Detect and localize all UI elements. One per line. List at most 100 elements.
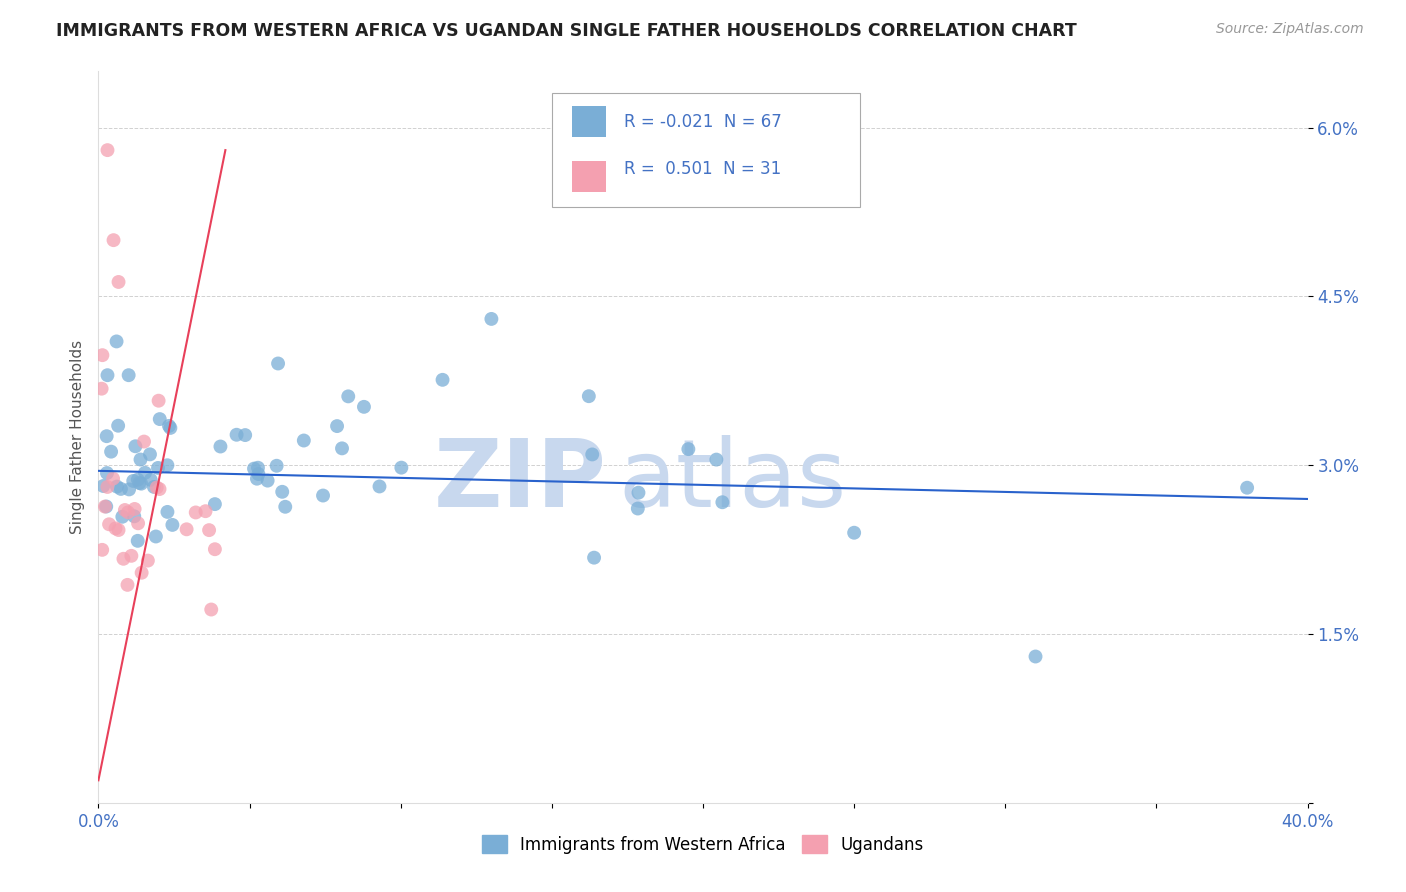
- Point: [139, 447, 162, 461]
- Legend: Immigrants from Western Africa, Ugandans: Immigrants from Western Africa, Ugandans: [475, 829, 931, 860]
- Point: [481, 312, 503, 326]
- Point: [132, 434, 155, 449]
- Point: [98, 517, 121, 532]
- Point: [243, 461, 266, 475]
- Point: [176, 522, 198, 536]
- Point: [107, 523, 129, 537]
- Point: [156, 505, 179, 519]
- Point: [129, 476, 152, 491]
- Bar: [572, 106, 606, 136]
- Bar: [572, 161, 606, 192]
- Point: [184, 506, 207, 520]
- Point: [581, 447, 603, 461]
- Point: [105, 480, 128, 494]
- Point: [145, 481, 167, 495]
- Point: [368, 479, 391, 493]
- Point: [844, 525, 866, 540]
- Point: [432, 373, 454, 387]
- Point: [111, 509, 134, 524]
- Point: [583, 550, 606, 565]
- Point: [118, 483, 141, 497]
- Point: [118, 368, 141, 383]
- Point: [711, 495, 734, 509]
- Point: [104, 521, 127, 535]
- Point: [156, 458, 179, 473]
- FancyBboxPatch shape: [551, 94, 860, 207]
- Point: [292, 434, 315, 448]
- Point: [627, 485, 650, 500]
- Point: [233, 428, 256, 442]
- Text: R = -0.021  N = 67: R = -0.021 N = 67: [624, 112, 782, 131]
- Point: [266, 458, 288, 473]
- Point: [124, 439, 146, 453]
- Point: [117, 505, 139, 519]
- Point: [127, 533, 149, 548]
- Point: [149, 412, 172, 426]
- Point: [120, 549, 142, 563]
- Point: [112, 551, 135, 566]
- Point: [146, 461, 169, 475]
- Point: [194, 504, 217, 518]
- Point: [96, 368, 118, 383]
- Point: [246, 460, 269, 475]
- Point: [157, 418, 180, 433]
- Point: [200, 602, 222, 616]
- Point: [1236, 481, 1258, 495]
- Point: [96, 466, 118, 480]
- Point: [91, 542, 114, 557]
- Point: [337, 389, 360, 403]
- Point: [91, 348, 114, 362]
- Point: [1024, 649, 1046, 664]
- Point: [159, 421, 181, 435]
- Point: [107, 275, 129, 289]
- Point: [128, 475, 150, 490]
- Point: [389, 460, 412, 475]
- Point: [330, 442, 353, 456]
- Point: [312, 489, 335, 503]
- Text: IMMIGRANTS FROM WESTERN AFRICA VS UGANDAN SINGLE FATHER HOUSEHOLDS CORRELATION C: IMMIGRANTS FROM WESTERN AFRICA VS UGANDA…: [56, 22, 1077, 40]
- Point: [96, 143, 118, 157]
- Point: [162, 517, 184, 532]
- Point: [110, 482, 132, 496]
- Point: [256, 474, 278, 488]
- Point: [103, 233, 125, 247]
- Point: [122, 509, 145, 524]
- Point: [145, 529, 167, 543]
- Point: [90, 382, 112, 396]
- Point: [127, 516, 149, 531]
- Point: [107, 418, 129, 433]
- Point: [114, 503, 136, 517]
- Point: [578, 389, 600, 403]
- Point: [131, 566, 153, 580]
- Point: [96, 500, 118, 514]
- Point: [117, 578, 139, 592]
- Point: [91, 479, 114, 493]
- Point: [122, 474, 145, 488]
- Point: [105, 334, 128, 349]
- Point: [129, 452, 152, 467]
- Point: [148, 482, 170, 496]
- Point: [225, 427, 247, 442]
- Point: [204, 497, 226, 511]
- Point: [139, 473, 162, 487]
- Text: Source: ZipAtlas.com: Source: ZipAtlas.com: [1216, 22, 1364, 37]
- Point: [198, 523, 221, 537]
- Point: [96, 429, 118, 443]
- Point: [706, 452, 728, 467]
- Point: [127, 473, 149, 487]
- Point: [148, 393, 170, 408]
- Point: [627, 501, 650, 516]
- Text: R =  0.501  N = 31: R = 0.501 N = 31: [624, 161, 782, 178]
- Point: [204, 542, 226, 557]
- Point: [136, 553, 159, 567]
- Point: [142, 480, 165, 494]
- Point: [209, 440, 232, 454]
- Point: [274, 500, 297, 514]
- Y-axis label: Single Father Households: Single Father Households: [69, 340, 84, 534]
- Text: atlas: atlas: [619, 435, 846, 527]
- Text: ZIP: ZIP: [433, 435, 606, 527]
- Point: [134, 466, 156, 480]
- Point: [353, 400, 375, 414]
- Point: [246, 472, 269, 486]
- Point: [96, 480, 118, 494]
